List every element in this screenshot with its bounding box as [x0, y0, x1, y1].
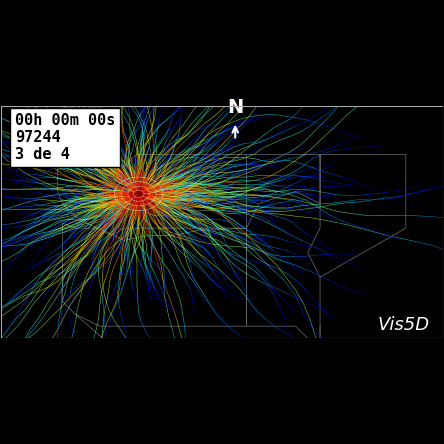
Text: 00h 00m 00s
97244
3 de 4: 00h 00m 00s 97244 3 de 4 [15, 112, 115, 163]
Text: Vis5D: Vis5D [377, 316, 429, 334]
Bar [1, 106, 443, 338]
Text: N: N [227, 98, 243, 117]
